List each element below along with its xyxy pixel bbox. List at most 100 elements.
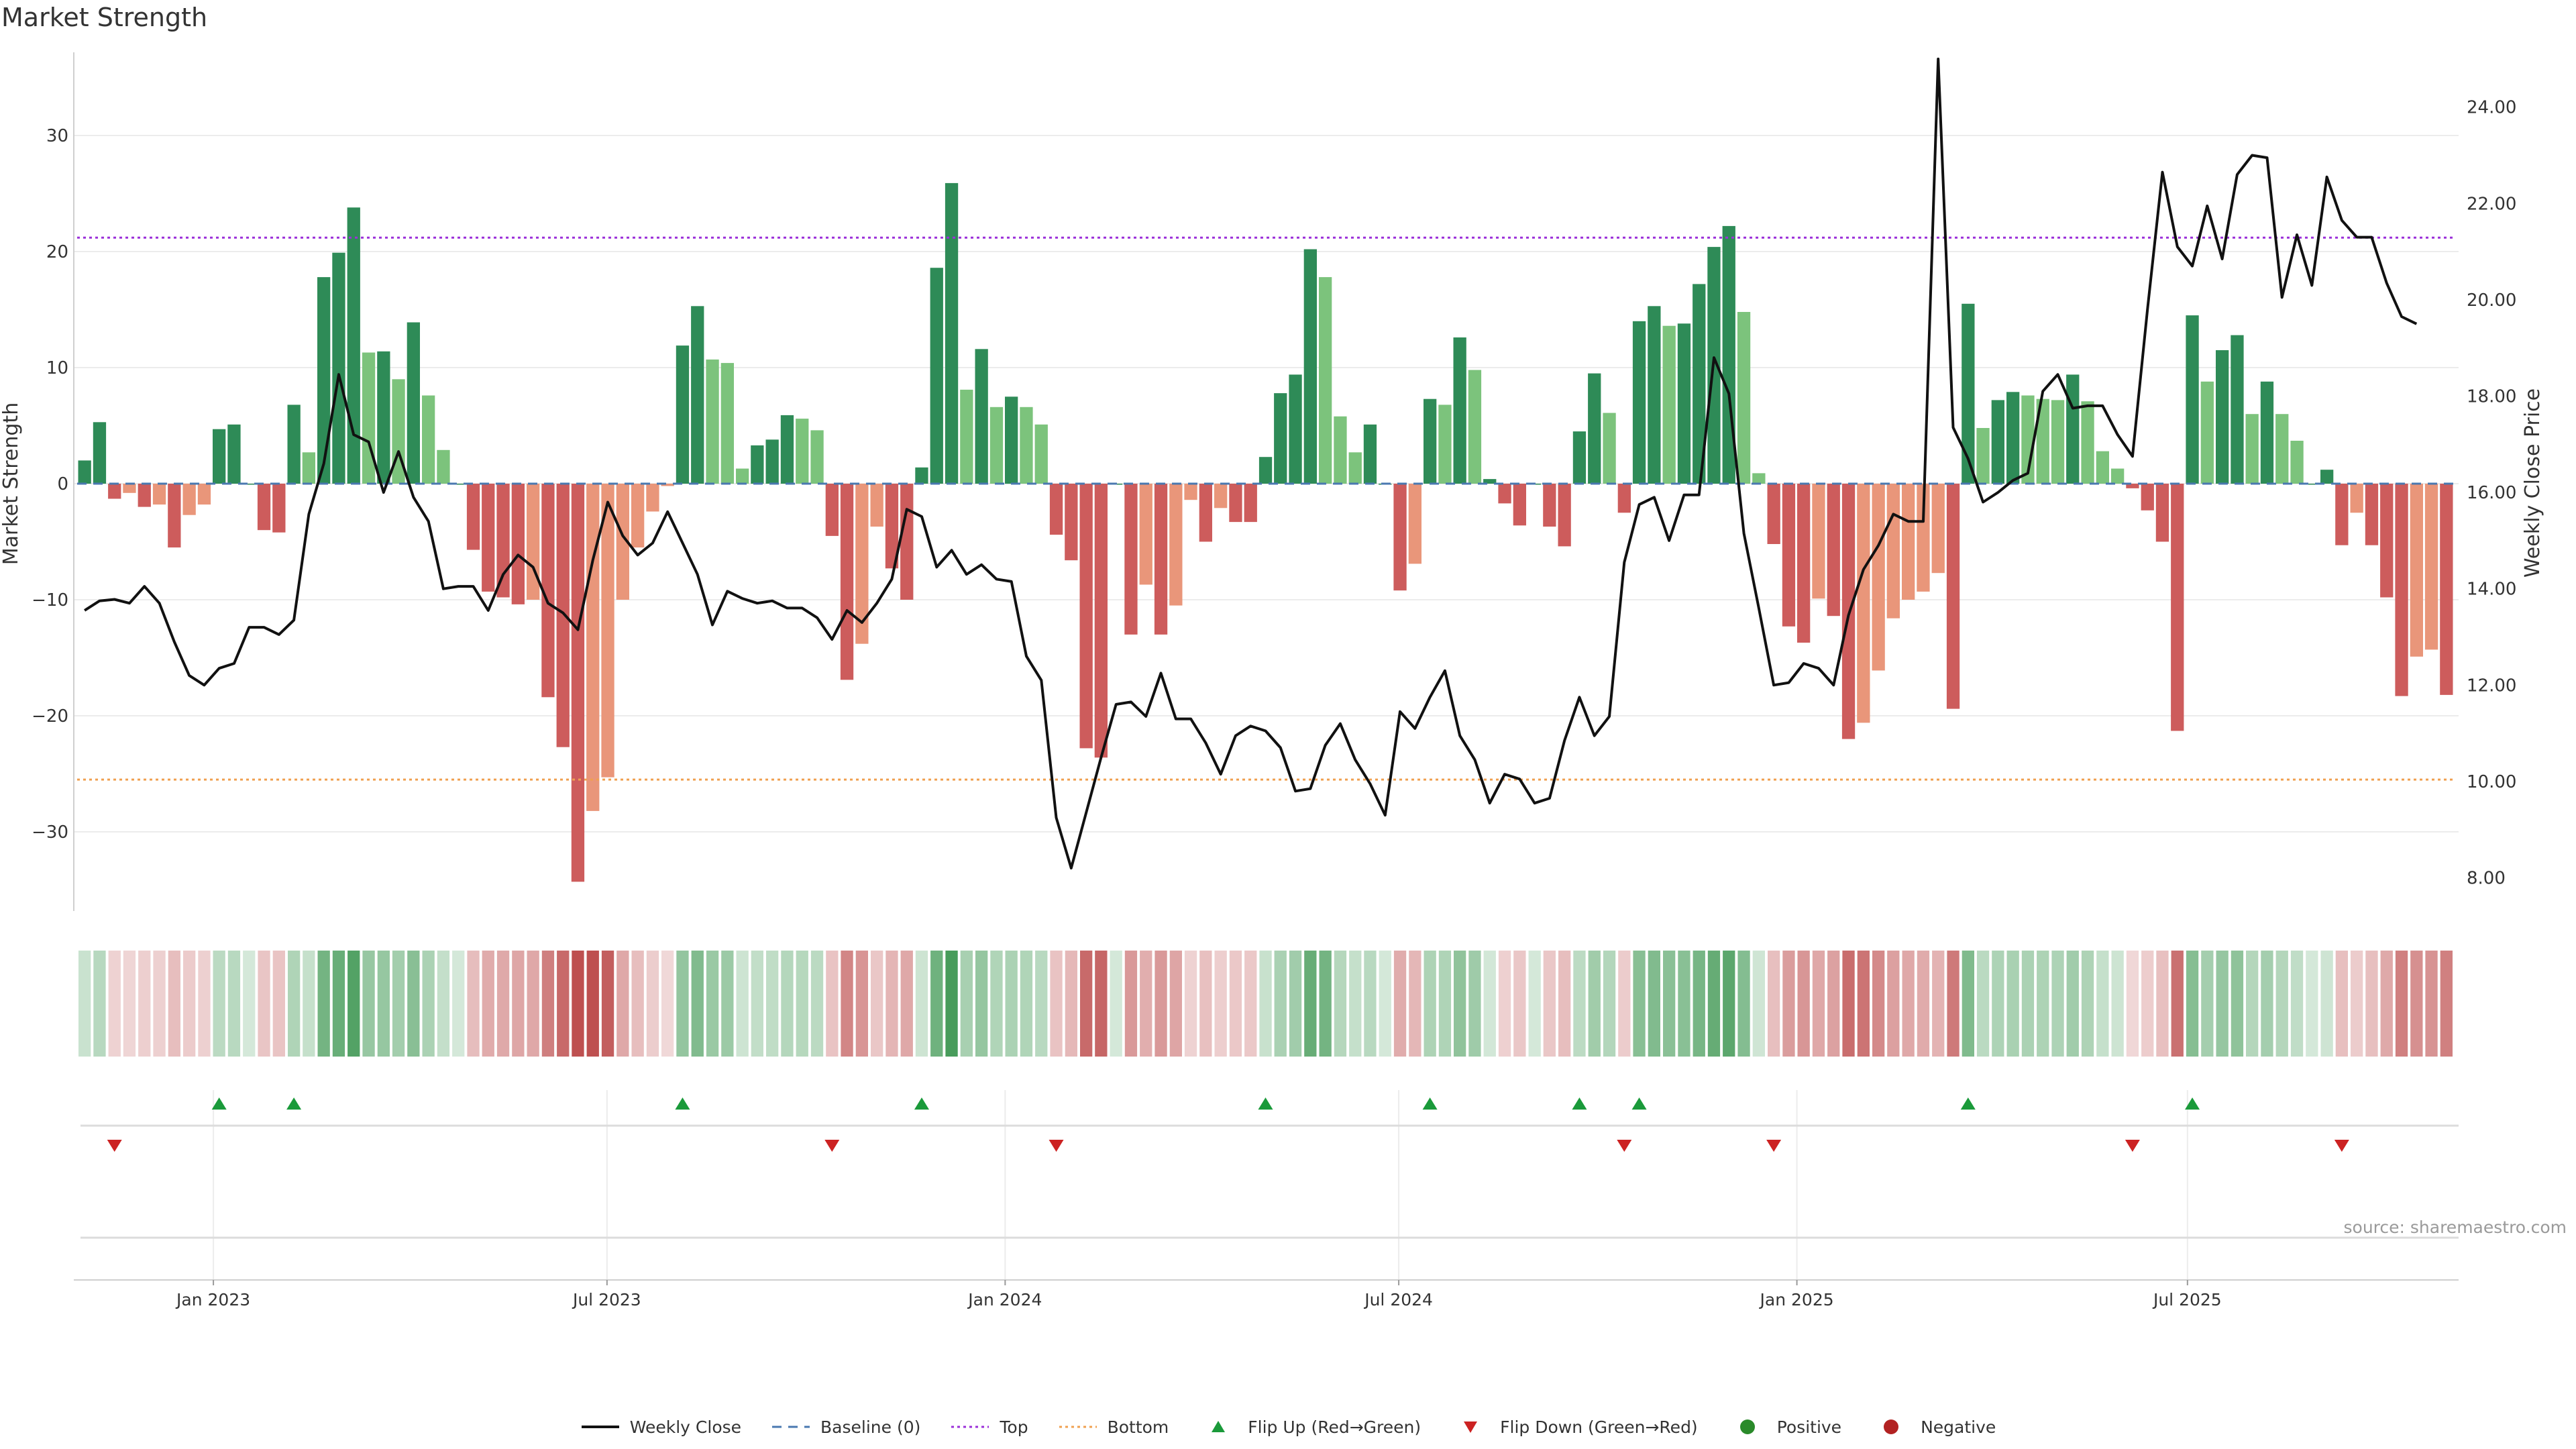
heatmap-cell — [2410, 951, 2423, 1057]
strength-bar — [915, 467, 928, 484]
strength-bar — [646, 484, 659, 512]
strength-bar — [601, 484, 614, 777]
strength-bar — [2141, 484, 2154, 511]
flip-markers — [107, 1097, 2349, 1152]
legend-item-line: Weekly Close — [580, 1417, 741, 1437]
heatmap-cell — [2006, 951, 2019, 1057]
strength-bar — [2410, 484, 2423, 657]
heatmap-cell — [258, 951, 270, 1057]
y-tick-label: −10 — [32, 590, 68, 610]
heatmap-cell — [586, 951, 599, 1057]
heatmap-cell — [1976, 951, 1990, 1057]
heatmap-cell — [871, 951, 883, 1057]
strength-bar — [2081, 401, 2094, 484]
heatmap-cell — [1992, 951, 2004, 1057]
heatmap-cell — [1364, 951, 1377, 1057]
heatmap-cell — [1424, 951, 1436, 1057]
heatmap-cell — [1842, 951, 1855, 1057]
strength-bar — [1617, 484, 1631, 513]
strength-bar — [2440, 484, 2453, 695]
legend-item-bottom: Bottom — [1058, 1417, 1169, 1437]
strength-bar — [451, 484, 465, 485]
flip-up-marker — [1960, 1097, 1976, 1110]
heatmap-cell — [1752, 951, 1765, 1057]
heatmap-cell — [975, 951, 988, 1057]
heatmap-cell — [1768, 951, 1780, 1057]
heatmap-cell — [1110, 951, 1122, 1057]
flip-up-marker — [1631, 1097, 1647, 1110]
heatmap-cell — [2351, 951, 2363, 1057]
heatmap-cell — [751, 951, 763, 1057]
heatmap-cell — [1229, 951, 1242, 1057]
strength-bar — [2275, 414, 2289, 484]
heatmap-cell — [1379, 951, 1391, 1057]
heatmap-cell — [1797, 951, 1810, 1057]
heatmap-cell — [676, 951, 689, 1057]
heatmap-cell — [1528, 951, 1541, 1057]
legend-label: Top — [1000, 1417, 1028, 1437]
heatmap-cell — [1349, 951, 1362, 1057]
strength-bar — [1319, 277, 1332, 484]
strength-bar — [870, 484, 883, 527]
heatmap-cell — [1199, 951, 1212, 1057]
heatmap-cell — [1050, 951, 1063, 1057]
strength-bar — [541, 484, 555, 698]
heatmap-cell — [183, 951, 196, 1057]
x-tick-label: Jul 2023 — [572, 1290, 641, 1309]
heatmap-cell — [1782, 951, 1795, 1057]
grid — [74, 135, 2459, 1280]
strength-heatmap-strip — [78, 951, 2453, 1057]
strength-bar — [2231, 335, 2244, 484]
heatmap-cell — [1663, 951, 1676, 1057]
legend-label: Positive — [1776, 1417, 1842, 1437]
strength-bar — [2260, 381, 2274, 484]
heatmap-cell — [616, 951, 629, 1057]
strength-bar — [2395, 484, 2408, 696]
heatmap-cell — [1678, 951, 1690, 1057]
heatmap-cell — [1304, 951, 1317, 1057]
heatmap-cell — [227, 951, 241, 1057]
heatmap-cell — [1543, 951, 1556, 1057]
y-tick-label: 20 — [46, 242, 68, 262]
y-tick-label: 30 — [46, 126, 68, 146]
heatmap-cell — [1140, 951, 1152, 1057]
heatmap-cell — [243, 951, 256, 1057]
strength-bar — [1737, 312, 1751, 484]
y2-tick-label: 22.00 — [2467, 194, 2516, 214]
heatmap-cell — [2275, 951, 2288, 1057]
strength-bar — [496, 484, 510, 598]
strength-bar — [825, 484, 839, 536]
strength-bar — [242, 484, 256, 485]
strength-bar — [720, 363, 734, 484]
heatmap-cell — [2395, 951, 2408, 1057]
heatmap-cell — [1812, 951, 1825, 1057]
source-credit: source: sharemaestro.com — [2343, 1218, 2567, 1237]
heatmap-cell — [138, 951, 151, 1057]
strength-bar — [1049, 484, 1063, 535]
strength-bar — [1229, 484, 1242, 523]
heatmap-cell — [945, 951, 958, 1057]
strength-bar — [1124, 484, 1138, 635]
legend-item-baseline: Baseline (0) — [771, 1417, 920, 1437]
heatmap-cell — [2231, 951, 2244, 1057]
heatmap-cell — [631, 951, 644, 1057]
heatmap-cell — [317, 951, 330, 1057]
strength-bar — [1976, 428, 1990, 484]
heatmap-cell — [1454, 951, 1466, 1057]
strength-bar — [616, 484, 629, 600]
heatmap-cell — [362, 951, 375, 1057]
strength-bar — [93, 422, 107, 484]
flip-up-marker — [1422, 1097, 1438, 1110]
heatmap-cell — [661, 951, 674, 1057]
legend-line-icon — [581, 1426, 619, 1428]
strength-bar — [2335, 484, 2349, 545]
strength-bar — [1438, 405, 1452, 484]
heatmap-cell — [915, 951, 928, 1057]
strength-bar — [900, 484, 914, 600]
heatmap-cell — [706, 951, 719, 1057]
legend-bottom-icon — [1059, 1426, 1097, 1428]
y-tick-label: −20 — [32, 706, 68, 727]
strength-bar — [1902, 484, 1915, 600]
legend-negative-icon — [1884, 1419, 1899, 1434]
strength-bar — [796, 419, 809, 484]
